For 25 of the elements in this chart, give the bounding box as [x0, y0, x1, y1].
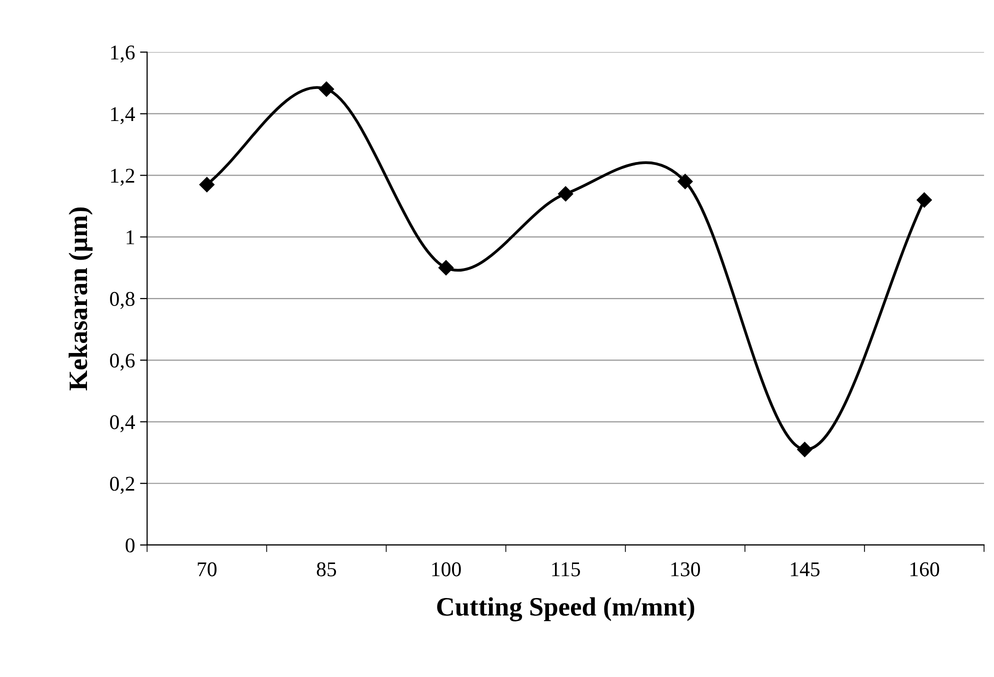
y-tick-label: 0,8 [110, 292, 135, 309]
point [678, 174, 693, 190]
y-tick-label: 0 [126, 538, 135, 552]
y-tick-label: 0,4 [110, 415, 135, 432]
x-tick-label: 145 [790, 562, 820, 576]
y-tick-label: 1 [126, 230, 134, 244]
y-tick-label: 1,6 [111, 46, 135, 63]
x-tick-label: 85 [316, 562, 336, 576]
y-tick-label: 0,6 [110, 354, 135, 371]
y-tick-label: 1,4 [111, 107, 135, 124]
point [797, 442, 812, 458]
x-tick-label: 160 [910, 562, 940, 576]
point [558, 186, 574, 202]
y-tick-label: 1,2 [111, 168, 134, 186]
y-axis-title: Kekasaran (µm) [68, 207, 93, 390]
point [318, 82, 334, 97]
x-tick-label: 100 [432, 562, 461, 576]
x-tick-label: 115 [552, 562, 580, 576]
x-tick-label: 130 [671, 562, 700, 576]
y-tick-label: 0,2 [110, 476, 134, 494]
point [916, 192, 932, 208]
x-tick-label: 70 [198, 562, 217, 576]
x-axis-title: Cutting Speed (m/mnt) [437, 597, 694, 622]
point [438, 260, 454, 276]
point [199, 177, 214, 192]
